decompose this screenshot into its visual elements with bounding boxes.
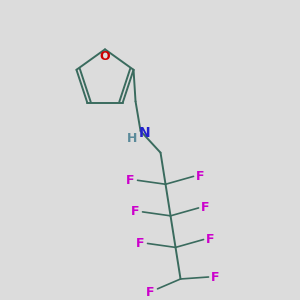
Text: F: F [201, 201, 210, 214]
Text: F: F [136, 237, 145, 250]
Text: F: F [126, 174, 135, 187]
Text: F: F [206, 233, 215, 246]
Text: F: F [131, 206, 140, 218]
Text: O: O [100, 50, 110, 63]
Text: F: F [211, 271, 220, 284]
Text: H: H [127, 132, 138, 146]
Text: F: F [146, 286, 155, 299]
Text: N: N [139, 126, 150, 140]
Text: F: F [196, 170, 205, 183]
